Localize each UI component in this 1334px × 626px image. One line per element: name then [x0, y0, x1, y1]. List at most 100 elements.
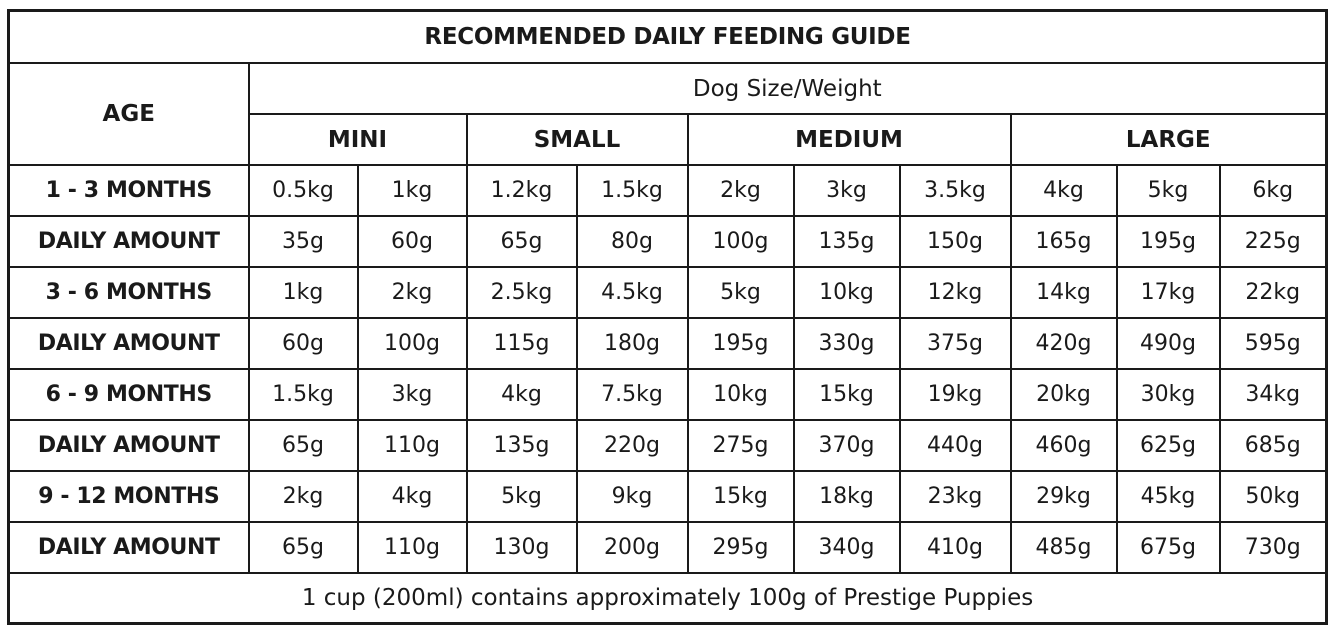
table-cell: 65g: [247, 521, 359, 574]
table-cell: 200g: [575, 521, 689, 574]
table-cell: 295g: [686, 521, 795, 574]
footer-row: 1 cup (200ml) contains approximately 100…: [7, 572, 1328, 625]
table-cell: 0.5kg: [247, 164, 359, 217]
size-header-row: AGE Dog Size/Weight: [7, 62, 1328, 166]
table-cell: 4kg: [465, 368, 578, 421]
table-cell: 165g: [1009, 215, 1118, 268]
table-cell: 22kg: [1218, 266, 1328, 319]
table-cell: 23kg: [898, 470, 1012, 523]
table-cell: 1.2kg: [465, 164, 578, 217]
table-cell: 65g: [465, 215, 578, 268]
table-cell: 4.5kg: [575, 266, 689, 319]
table-cell: 15kg: [686, 470, 795, 523]
age-header: AGE: [7, 62, 250, 166]
row-label: 9 - 12 MONTHS: [7, 470, 250, 523]
table-cell: 2.5kg: [465, 266, 578, 319]
table-cell: 195g: [1115, 215, 1221, 268]
table-cell: 80g: [575, 215, 689, 268]
category-header-row: MINI SMALL MEDIUM LARGE: [9, 113, 1328, 166]
table-cell: 19kg: [898, 368, 1012, 421]
table-cell: 17kg: [1115, 266, 1221, 319]
table-cell: 675g: [1115, 521, 1221, 574]
table-cell: 3kg: [792, 164, 901, 217]
table-cell: 195g: [686, 317, 795, 370]
table-row: DAILY AMOUNT 65g 110g 135g 220g 275g 370g 440g 4…: [7, 419, 1328, 472]
table-cell: 460g: [1009, 419, 1118, 472]
row-label: DAILY AMOUNT: [7, 521, 250, 574]
table-body: RECOMMENDED DAILY FEEDING GUIDE AGE Dog …: [7, 9, 1328, 574]
table-cell: 440g: [898, 419, 1012, 472]
table-cell: 65g: [247, 419, 359, 472]
table-cell: 100g: [356, 317, 468, 370]
table-cell: 595g: [1218, 317, 1328, 370]
table-cell: 490g: [1115, 317, 1221, 370]
table-cell: 135g: [465, 419, 578, 472]
table-cell: 225g: [1218, 215, 1328, 268]
table-cell: 2kg: [247, 470, 359, 523]
table-cell: 2kg: [356, 266, 468, 319]
table-row: 1 - 3 MONTHS 0.5kg 1kg 1.2kg 1.5kg 2kg 3kg 3.5k…: [7, 164, 1328, 217]
table-row: DAILY AMOUNT 35g 60g 65g 80g 100g 135g 150g 165g…: [7, 215, 1328, 268]
table-row: DAILY AMOUNT 65g 110g 130g 200g 295g 340g 410g 4…: [7, 521, 1328, 574]
row-label: 6 - 9 MONTHS: [7, 368, 250, 421]
table-cell: 100g: [686, 215, 795, 268]
table-cell: 220g: [575, 419, 689, 472]
table-cell: 9kg: [575, 470, 689, 523]
row-label: 1 - 3 MONTHS: [7, 164, 250, 217]
category-small-header: SMALL: [465, 113, 689, 166]
table-cell: 6kg: [1218, 164, 1328, 217]
table-cell: 130g: [465, 521, 578, 574]
table-cell: 2kg: [686, 164, 795, 217]
table-cell: 5kg: [686, 266, 795, 319]
feeding-guide-table: RECOMMENDED DAILY FEEDING GUIDE AGE Dog …: [7, 9, 1329, 625]
table-cell: 150g: [898, 215, 1012, 268]
table-cell: 18kg: [792, 470, 901, 523]
table-cell: 1kg: [356, 164, 468, 217]
table-cell: 1.5kg: [575, 164, 689, 217]
table-cell: 15kg: [792, 368, 901, 421]
size-weight-header: Dog Size/Weight: [247, 62, 1328, 115]
table-cell: 410g: [898, 521, 1012, 574]
table-cell: 340g: [792, 521, 901, 574]
table-cell: 60g: [356, 215, 468, 268]
table-cell: 115g: [465, 317, 578, 370]
table-cell: 485g: [1009, 521, 1118, 574]
table-cell: 34kg: [1218, 368, 1328, 421]
table-cell: 30kg: [1115, 368, 1221, 421]
table-cell: 7.5kg: [575, 368, 689, 421]
category-medium-header: MEDIUM: [686, 113, 1012, 166]
table-cell: 420g: [1009, 317, 1118, 370]
row-label: DAILY AMOUNT: [7, 215, 250, 268]
table-cell: 12kg: [898, 266, 1012, 319]
table-cell: 14kg: [1009, 266, 1118, 319]
table-cell: 110g: [356, 521, 468, 574]
table-cell: 1kg: [247, 266, 359, 319]
table-cell: 3kg: [356, 368, 468, 421]
table-cell: 5kg: [1115, 164, 1221, 217]
table-cell: 35g: [247, 215, 359, 268]
table-cell: 370g: [792, 419, 901, 472]
table-cell: 45kg: [1115, 470, 1221, 523]
table-cell: 10kg: [792, 266, 901, 319]
title-row: RECOMMENDED DAILY FEEDING GUIDE: [7, 9, 1328, 64]
table-cell: 625g: [1115, 419, 1221, 472]
table-cell: 29kg: [1009, 470, 1118, 523]
table-row: 9 - 12 MONTHS 2kg 4kg 5kg 9kg 15kg 18kg 23kg 29k…: [7, 470, 1328, 523]
table-row: 3 - 6 MONTHS 1kg 2kg 2.5kg 4.5kg 5kg 10kg 12kg 1…: [7, 266, 1328, 319]
table-cell: 1.5kg: [247, 368, 359, 421]
table-row: 6 - 9 MONTHS 1.5kg 3kg 4kg 7.5kg 10kg 15kg 19kg…: [7, 368, 1328, 421]
table-title: RECOMMENDED DAILY FEEDING GUIDE: [7, 9, 1328, 64]
table-cell: 5kg: [465, 470, 578, 523]
category-large-header: LARGE: [1009, 113, 1328, 166]
row-label: DAILY AMOUNT: [7, 317, 250, 370]
table-cell: 180g: [575, 317, 689, 370]
table-cell: 4kg: [1009, 164, 1118, 217]
table-cell: 20kg: [1009, 368, 1118, 421]
row-label: DAILY AMOUNT: [7, 419, 250, 472]
table-cell: 110g: [356, 419, 468, 472]
table-cell: 330g: [792, 317, 901, 370]
table-cell: 135g: [792, 215, 901, 268]
table-cell: 375g: [898, 317, 1012, 370]
table-cell: 50kg: [1218, 470, 1328, 523]
category-mini-header: MINI: [247, 113, 468, 166]
